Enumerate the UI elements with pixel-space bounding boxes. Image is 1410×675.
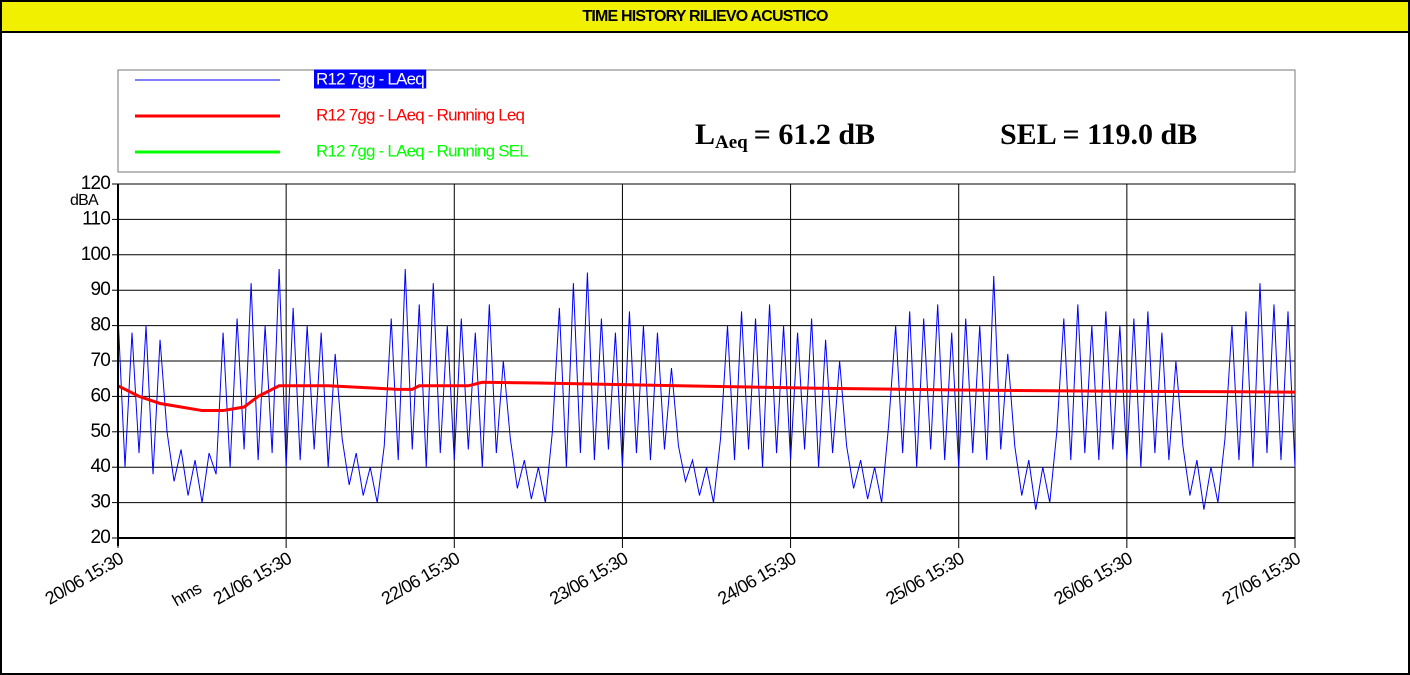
series-line (117, 268, 1296, 510)
annotation: LAeq = 61.2 dB (695, 118, 875, 153)
y-axis-label: dBA (70, 192, 99, 209)
legend-label: R12 7gg - LAeq - Running SEL (316, 141, 528, 160)
legend-label: R12 7gg - LAeq (316, 69, 424, 88)
y-tick-label: 30 (90, 492, 110, 513)
title-bar (0, 0, 1410, 33)
y-tick-label: 120 (81, 173, 111, 194)
y-tick-label: 40 (90, 456, 110, 477)
y-tick-label: 70 (90, 350, 110, 371)
chart-title: TIME HISTORY RILIEVO ACUSTICO (582, 8, 828, 25)
annotation: SEL = 119.0 dB (1000, 118, 1197, 151)
y-tick-label: 90 (90, 279, 110, 300)
series-line (117, 380, 1296, 413)
y-tick-label: 20 (90, 527, 110, 548)
legend-label: R12 7gg - LAeq - Running Leq (316, 105, 525, 124)
y-tick-label: 100 (81, 244, 111, 265)
y-tick-label: 110 (82, 208, 110, 229)
y-tick-label: 50 (90, 421, 110, 442)
y-tick-label: 80 (90, 315, 110, 336)
y-tick-label: 60 (90, 385, 110, 406)
legend-highlight (314, 69, 427, 89)
